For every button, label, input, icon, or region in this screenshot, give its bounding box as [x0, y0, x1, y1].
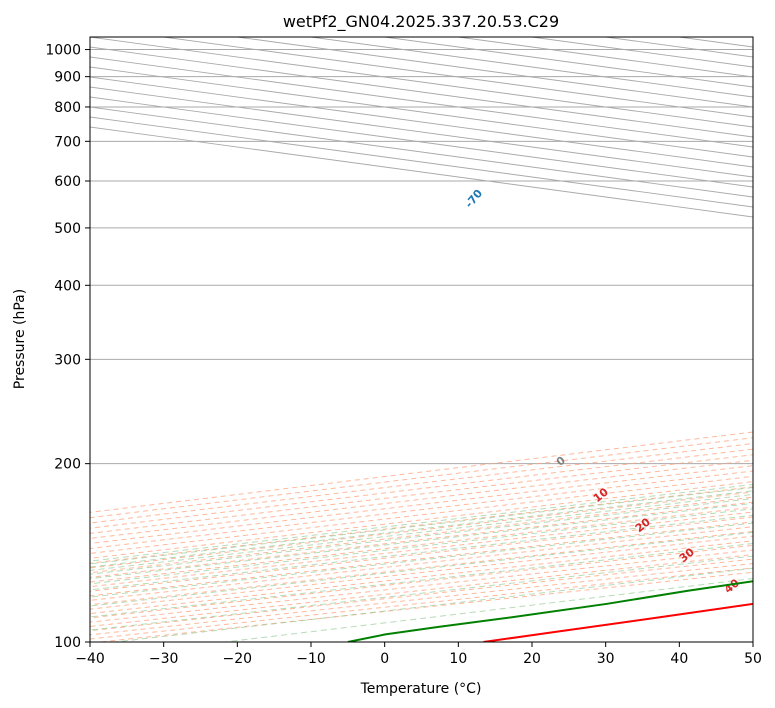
isotherm-line — [90, 76, 753, 168]
chart-title: wetPf2_GN04.2025.337.20.53.C29 — [283, 12, 559, 32]
dry-adiabat-line — [90, 496, 753, 574]
isotherm-line — [90, 86, 753, 178]
isotherm-line — [90, 56, 753, 148]
dry-adiabat-line — [90, 486, 753, 564]
y-axis-ticks: 100 200 300 400 500 600 700 800 900 1000 — [45, 43, 90, 651]
y-tick-label: 300 — [54, 352, 81, 368]
y-axis-label: Pressure (hPa) — [12, 289, 28, 389]
isotherm-line — [90, 66, 753, 158]
isotherm-line — [90, 126, 753, 218]
x-tick-label: 10 — [449, 651, 467, 667]
x-tick-label: −10 — [296, 651, 326, 667]
isotherm-gridlines — [90, 37, 753, 218]
x-tick-label: 40 — [670, 651, 688, 667]
y-tick-label: 100 — [54, 635, 81, 651]
dry-adiabat-line — [90, 465, 753, 544]
x-tick-label: −40 — [75, 651, 105, 667]
dry-adiabat-line — [90, 475, 753, 554]
dry-adiabat-line — [90, 521, 753, 597]
y-tick-label: 1000 — [45, 43, 81, 59]
plot-frame — [89, 36, 754, 643]
isotherm-line — [90, 96, 753, 188]
x-tick-label: 20 — [523, 651, 541, 667]
dry-adiabats — [90, 431, 753, 642]
plot-area: 0.10.20.40.611.52346810131620253036-100-… — [90, 37, 753, 642]
y-tick-label: 200 — [54, 457, 81, 473]
isobar-gridlines — [90, 49, 753, 642]
dry-adiabat-line — [90, 506, 753, 583]
x-tick-label: −20 — [223, 651, 253, 667]
dry-adiabat-line — [90, 530, 753, 606]
x-tick-label: 0 — [380, 651, 389, 667]
isotherm-line — [90, 106, 753, 198]
y-tick-label: 600 — [54, 174, 81, 190]
y-tick-label: 500 — [54, 221, 81, 237]
y-tick-label: 400 — [54, 278, 81, 294]
y-tick-label: 900 — [54, 70, 81, 86]
isotherm-line — [90, 116, 753, 208]
x-tick-label: 50 — [744, 651, 762, 667]
y-tick-label: 800 — [54, 100, 81, 116]
x-axis-label: Temperature (°C) — [360, 681, 482, 697]
x-axis-ticks: −40 −30 −20 −10 0 10 20 30 40 50 — [75, 642, 762, 667]
y-tick-label: 700 — [54, 134, 81, 150]
x-tick-label: −30 — [149, 651, 179, 667]
x-tick-label: 30 — [597, 651, 615, 667]
dry-adiabat-line — [90, 540, 753, 615]
dry-adiabat-line — [90, 511, 753, 588]
